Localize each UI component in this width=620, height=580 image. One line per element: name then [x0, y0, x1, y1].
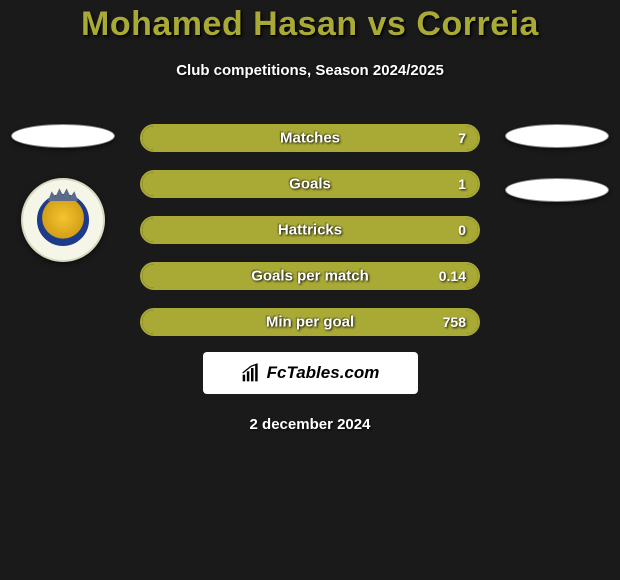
site-brand-badge[interactable]: FcTables.com [203, 352, 418, 394]
stat-bar-min-per-goal: Min per goal 758 [140, 308, 480, 336]
stat-value: 0 [458, 222, 466, 238]
stat-bar-matches: Matches 7 [140, 124, 480, 152]
stat-label: Min per goal [266, 314, 354, 331]
stat-value: 0.14 [439, 268, 466, 284]
stat-label: Matches [280, 130, 340, 147]
stat-value: 7 [458, 130, 466, 146]
stat-value: 758 [443, 314, 466, 330]
stat-label: Hattricks [278, 222, 342, 239]
stat-bar-goals-per-match: Goals per match 0.14 [140, 262, 480, 290]
left-flag-ellipse [11, 124, 115, 148]
subtitle: Club competitions, Season 2024/2025 [0, 62, 620, 79]
stat-value: 1 [458, 176, 466, 192]
page-title: Mohamed Hasan vs Correia [0, 5, 620, 44]
bar-chart-icon [241, 363, 261, 383]
right-flag-ellipse [505, 124, 609, 148]
left-club-badge [21, 178, 105, 262]
date-text: 2 december 2024 [0, 416, 620, 433]
left-player-column [8, 124, 118, 262]
infographic-container: Mohamed Hasan vs Correia Club competitio… [0, 0, 620, 433]
site-brand-text: FcTables.com [267, 363, 380, 383]
stat-label: Goals [289, 176, 331, 193]
club-badge-inner [37, 194, 89, 246]
stat-bar-goals: Goals 1 [140, 170, 480, 198]
content-row: Matches 7 Goals 1 Hattricks 0 Goals per … [0, 124, 620, 336]
right-player-column [502, 124, 612, 202]
stat-label: Goals per match [251, 268, 369, 285]
stat-bar-hattricks: Hattricks 0 [140, 216, 480, 244]
right-secondary-ellipse [505, 178, 609, 202]
stat-bars-column: Matches 7 Goals 1 Hattricks 0 Goals per … [140, 124, 480, 336]
